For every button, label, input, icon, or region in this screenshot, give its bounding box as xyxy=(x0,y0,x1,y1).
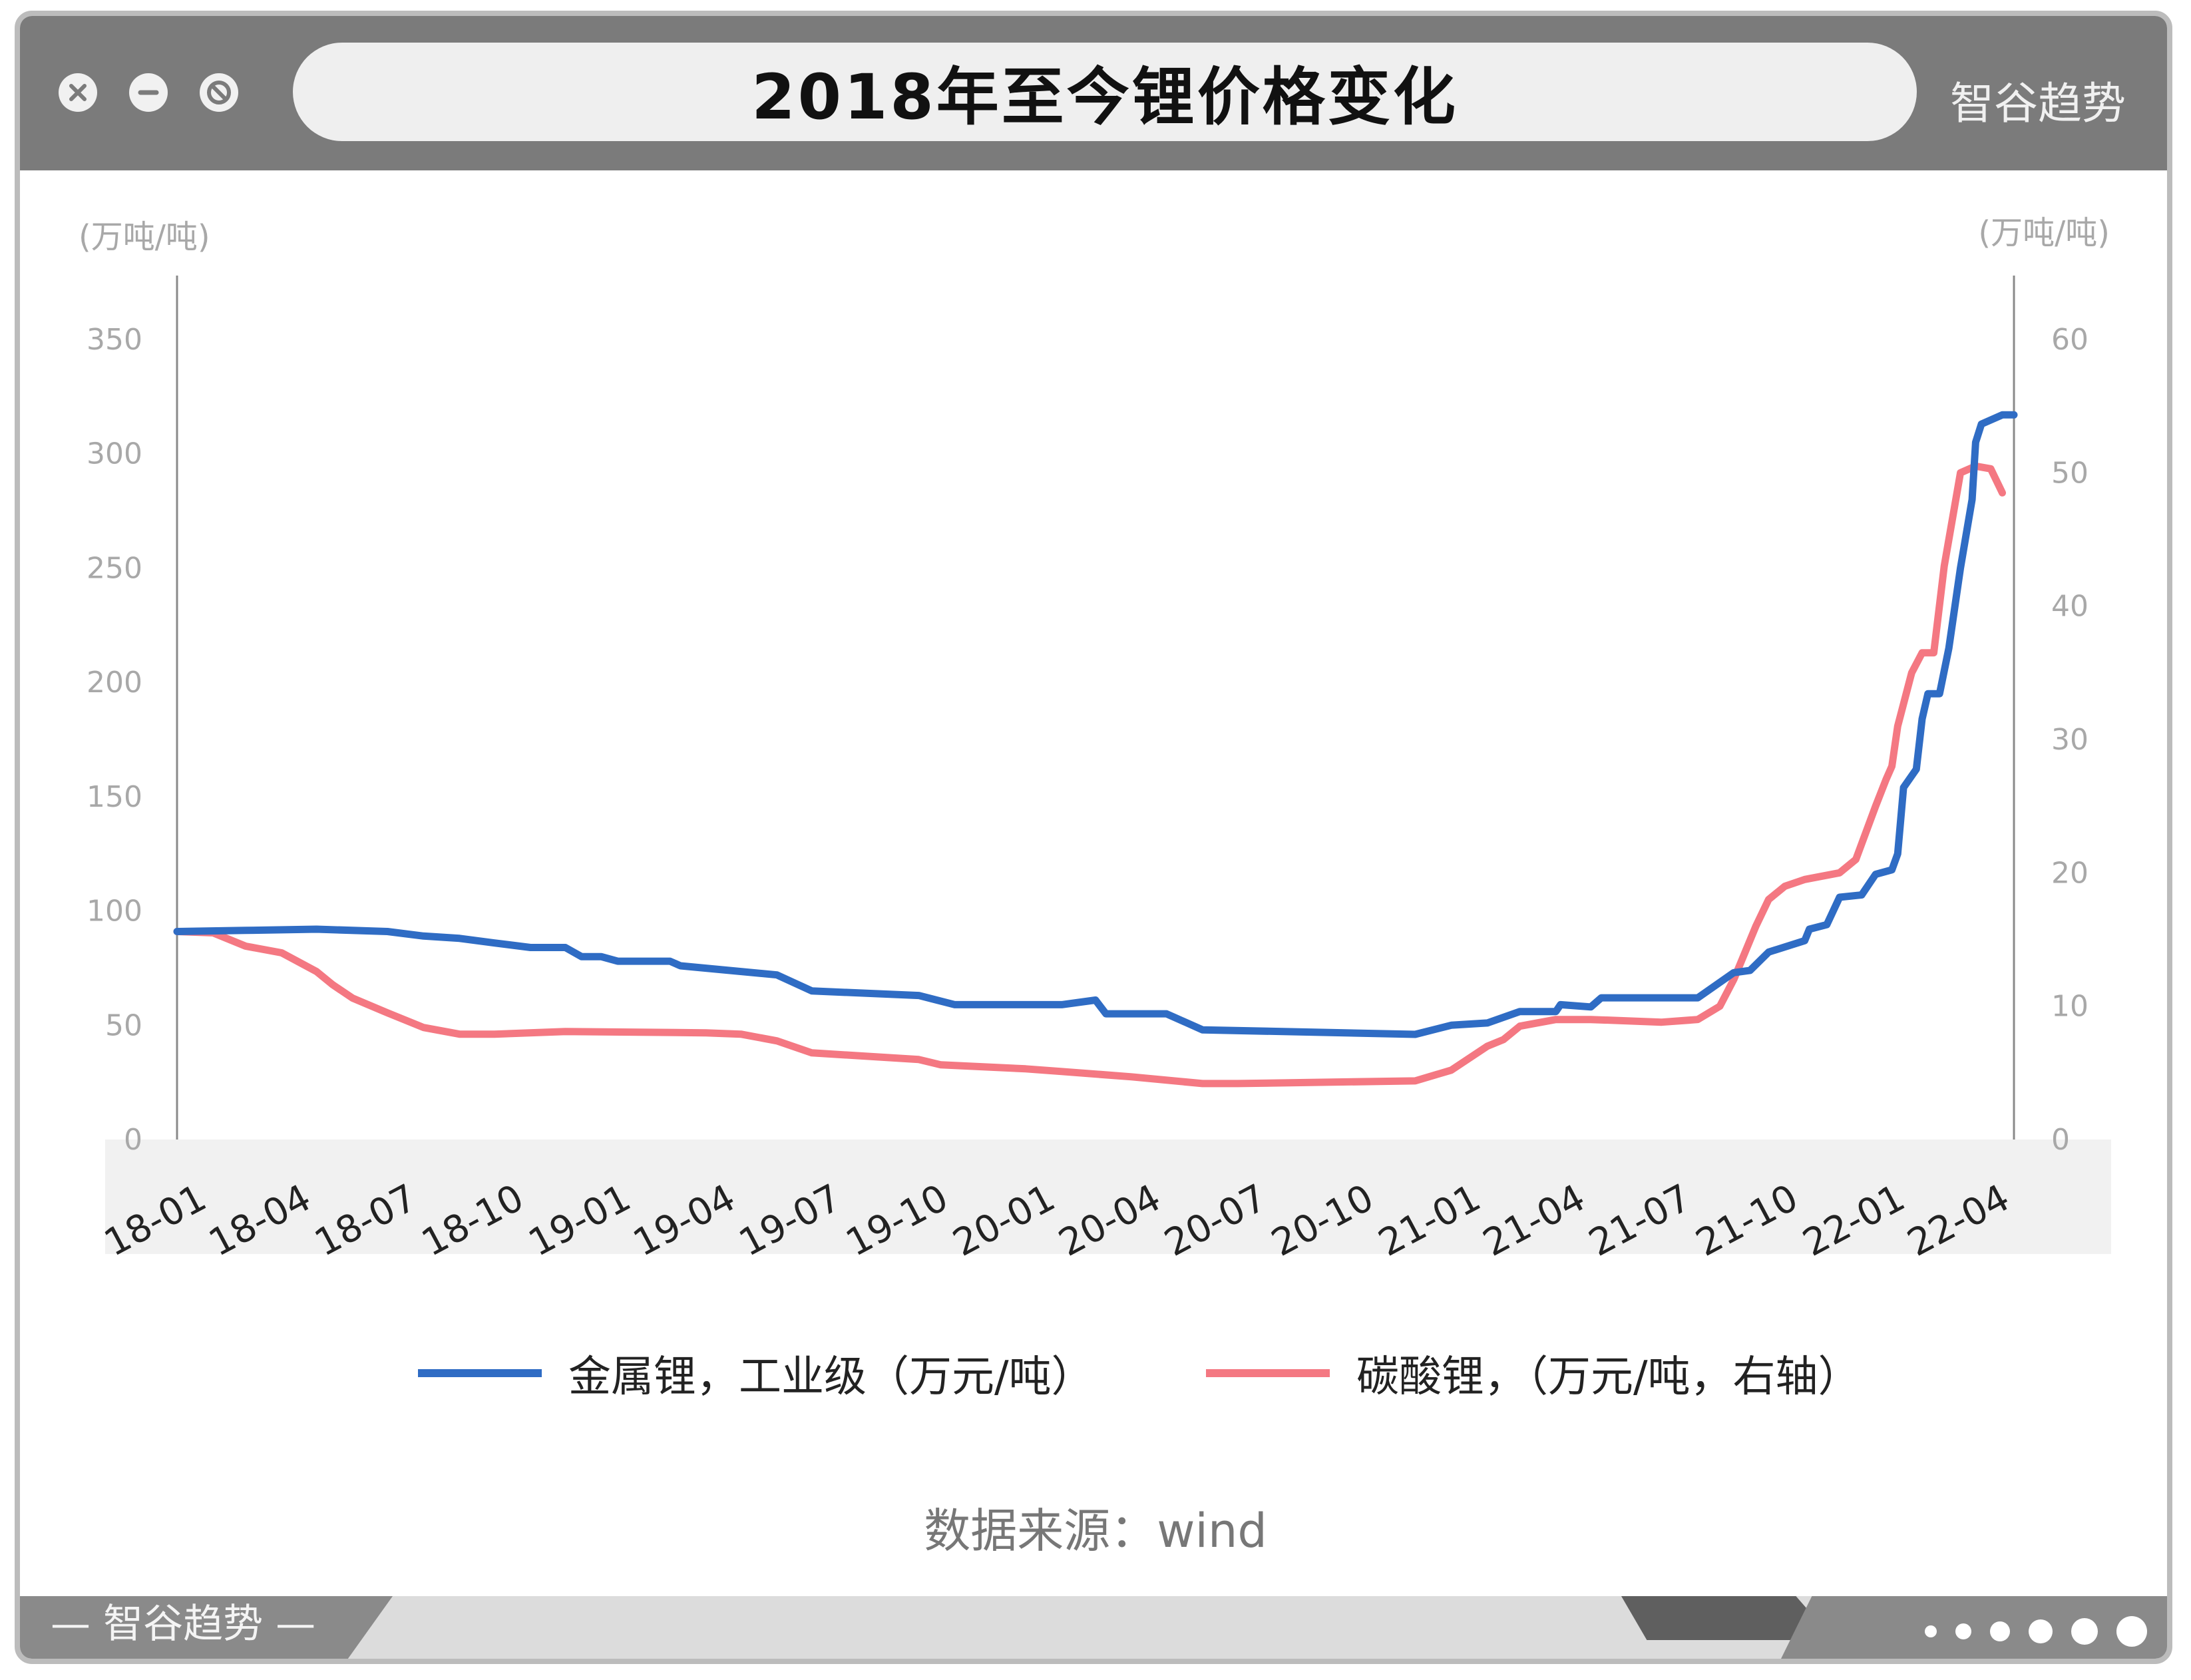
minimize-icon xyxy=(138,90,159,95)
chart-legend: 金属锂，工业级（万元/吨） 碳酸锂，（万元/吨，右轴） xyxy=(0,1343,2191,1403)
legend-label-metal: 金属锂，工业级（万元/吨） xyxy=(568,1353,1094,1402)
x-axis-tick-label: 21-01 xyxy=(1372,1176,1488,1265)
x-axis-tick-label: 20-04 xyxy=(1052,1176,1168,1265)
series-line-metal-lithium xyxy=(173,411,2018,1038)
page-dot[interactable] xyxy=(2116,1616,2147,1647)
legend-swatch-metal xyxy=(418,1369,542,1377)
page-dots xyxy=(1925,1616,2147,1647)
maximize-button[interactable] xyxy=(200,73,238,112)
left-axis-tick-label: 250 xyxy=(87,551,142,585)
page-dot[interactable] xyxy=(2071,1618,2098,1645)
left-axis-tick-label: 150 xyxy=(87,780,142,814)
legend-swatch-carbonate xyxy=(1206,1369,1330,1377)
x-axis-band xyxy=(105,1140,2111,1254)
right-axis-tick-label: 10 xyxy=(2051,990,2089,1024)
right-axis-tick-label: 30 xyxy=(2051,723,2089,757)
right-axis-tick-label: 60 xyxy=(2051,323,2089,357)
page-dot[interactable] xyxy=(2029,1619,2053,1643)
x-axis-tick-label: 18-07 xyxy=(308,1176,424,1265)
bottom-right-tab xyxy=(1781,1596,2167,1659)
right-axis-tick-label: 20 xyxy=(2051,856,2089,890)
left-axis-unit: (万吨/吨) xyxy=(79,218,210,256)
series-line-lithium-carbonate xyxy=(173,462,2006,1088)
right-axis-unit: (万吨/吨) xyxy=(1978,214,2110,252)
x-axis-tick-label: 19-10 xyxy=(839,1176,955,1265)
x-axis-tick-label: 21-10 xyxy=(1689,1176,1805,1265)
left-axis-tick-label: 350 xyxy=(87,323,142,357)
left-axis-tick-label: 100 xyxy=(87,895,142,929)
right-axis-tick-label: 50 xyxy=(2051,456,2089,490)
legend-item-metal: 金属锂，工业级（万元/吨） xyxy=(418,1343,1094,1403)
minimize-button[interactable] xyxy=(129,73,168,112)
x-axis-tick-label: 20-10 xyxy=(1265,1176,1380,1265)
bottom-left-tab xyxy=(20,1596,393,1659)
x-axis-tick-label: 21-07 xyxy=(1582,1176,1698,1265)
right-axis-tick-label: 0 xyxy=(2051,1123,2070,1157)
left-axis-tick-label: 200 xyxy=(87,666,142,700)
close-icon xyxy=(69,84,87,101)
x-axis-tick-label: 20-01 xyxy=(946,1176,1062,1265)
maximize-icon xyxy=(207,81,231,105)
title-pill: 2018年至今锂价格变化 xyxy=(293,43,1917,141)
brand-logo-bottom: — 智谷趋势 — xyxy=(51,1601,316,1647)
x-axis-tick-label: 19-07 xyxy=(732,1176,848,1265)
legend-item-carbonate: 碳酸锂，（万元/吨，右轴） xyxy=(1206,1343,1861,1403)
data-source: 数据来源：wind xyxy=(924,1504,1267,1558)
page-title: 2018年至今锂价格变化 xyxy=(751,61,1458,134)
x-axis-tick-label: 18-04 xyxy=(202,1176,318,1265)
x-axis-tick-label: 22-01 xyxy=(1796,1176,1911,1265)
page-dot[interactable] xyxy=(1990,1621,2010,1641)
x-axis-tick-label: 18-01 xyxy=(97,1176,213,1265)
x-axis-tick-label: 19-04 xyxy=(626,1176,742,1265)
legend-label-carbonate: 碳酸锂，（万元/吨，右轴） xyxy=(1356,1353,1861,1402)
page-dot[interactable] xyxy=(1925,1625,1937,1637)
left-axis-tick-label: 50 xyxy=(105,1008,142,1042)
close-button[interactable] xyxy=(59,73,97,112)
x-axis-tick-label: 19-01 xyxy=(522,1176,638,1265)
x-axis-tick-label: 22-04 xyxy=(1901,1176,2017,1265)
x-axis-tick-label: 20-07 xyxy=(1157,1176,1273,1265)
bottom-bar: — 智谷趋势 — xyxy=(20,1596,2167,1659)
right-axis-tick-label: 40 xyxy=(2051,590,2089,624)
brand-logo-top: 智谷趋势 xyxy=(1950,78,2126,129)
left-axis-tick-label: 0 xyxy=(124,1123,142,1157)
x-axis-tick-label: 21-04 xyxy=(1476,1176,1592,1265)
page-dot[interactable] xyxy=(1955,1623,1971,1639)
left-axis-tick-label: 300 xyxy=(87,437,142,471)
title-bar: 2018年至今锂价格变化 智谷趋势 xyxy=(20,16,2167,170)
app-window: 2018年至今锂价格变化 智谷趋势 — 智谷趋势 — xyxy=(15,11,2172,1664)
x-axis-tick-label: 18-10 xyxy=(415,1176,530,1265)
